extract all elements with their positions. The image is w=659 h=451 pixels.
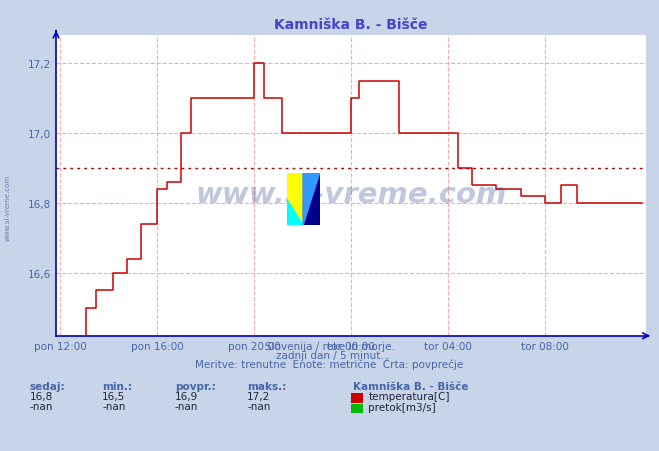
Text: maks.:: maks.: [247,381,287,391]
Text: www.si-vreme.com: www.si-vreme.com [5,175,11,240]
Polygon shape [303,174,320,226]
Bar [303,174,320,226]
Text: -nan: -nan [247,401,270,411]
Text: 16,9: 16,9 [175,391,198,401]
Text: 16,5: 16,5 [102,391,125,401]
Polygon shape [287,174,303,226]
Text: 16,8: 16,8 [30,391,53,401]
Polygon shape [287,174,303,199]
Text: povpr.:: povpr.: [175,381,215,391]
Title: Kamniška B. - Bišče: Kamniška B. - Bišče [274,18,428,32]
Text: Kamniška B. - Bišče: Kamniška B. - Bišče [353,381,468,391]
Polygon shape [287,199,303,226]
Text: Slovenija / reke in morje.: Slovenija / reke in morje. [264,341,395,351]
Text: zadnji dan / 5 minut.: zadnji dan / 5 minut. [275,350,384,360]
Text: Meritve: trenutne  Enote: metrične  Črta: povprečje: Meritve: trenutne Enote: metrične Črta: … [195,358,464,369]
Text: 17,2: 17,2 [247,391,270,401]
Text: min.:: min.: [102,381,132,391]
Text: temperatura[C]: temperatura[C] [368,391,450,401]
Text: -nan: -nan [175,401,198,411]
Text: -nan: -nan [102,401,125,411]
Text: -nan: -nan [30,401,53,411]
Text: sedaj:: sedaj: [30,381,65,391]
Text: pretok[m3/s]: pretok[m3/s] [368,402,436,412]
Text: www.si-vreme.com: www.si-vreme.com [195,181,507,209]
Polygon shape [287,199,303,226]
